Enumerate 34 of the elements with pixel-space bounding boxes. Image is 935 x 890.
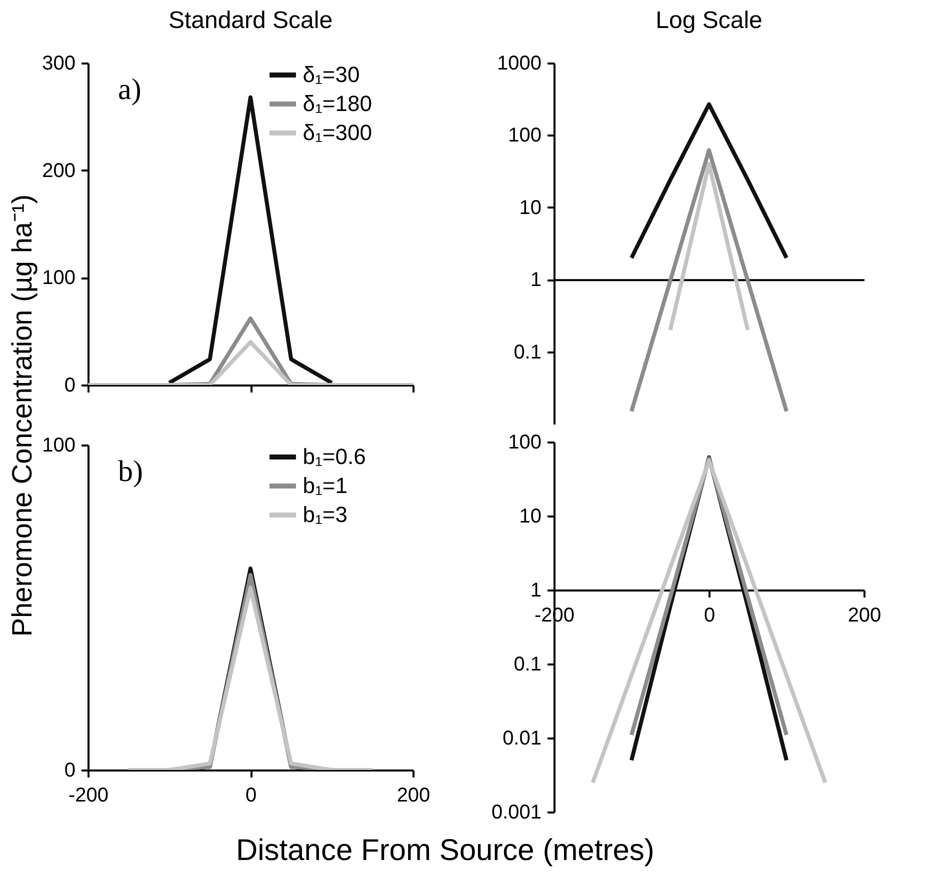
legend-label: b₁=3 <box>302 502 348 527</box>
y-tick-label: 10 <box>519 196 542 219</box>
y-tick-label: 0.01 <box>502 728 542 750</box>
y-tick-label: 300 <box>42 52 76 74</box>
y-tick-label: 1 <box>530 580 542 602</box>
x-tick-label: 0 <box>704 604 716 626</box>
y-tick-label: 1 <box>530 269 542 292</box>
y-tick-label: 0.001 <box>491 802 542 824</box>
y-tick-label: 100 <box>42 267 76 290</box>
y-tick-label: 10 <box>519 506 542 528</box>
y-tick-label: 100 <box>508 432 542 454</box>
y-tick-label: 0.1 <box>514 341 542 364</box>
x-axis-title: Distance From Source (metres) <box>236 834 654 867</box>
y-tick-label: 0 <box>64 760 76 782</box>
legend-label: δ₁=180 <box>302 91 372 116</box>
legend-label: δ₁=30 <box>302 62 360 87</box>
y-tick-label: 100 <box>42 434 76 456</box>
legend-label: b₁=0.6 <box>302 444 366 469</box>
chart-title: Standard Scale <box>168 7 333 34</box>
legend-label: b₁=1 <box>302 473 348 498</box>
chart-title: Log Scale <box>656 7 762 34</box>
x-tick-label: 200 <box>396 784 430 806</box>
annotation: a) <box>118 73 142 106</box>
annotation: b) <box>118 455 143 488</box>
y-tick-label: 1000 <box>497 52 542 74</box>
y-tick-label: 200 <box>42 160 76 182</box>
legend-label: δ₁=300 <box>302 120 372 145</box>
x-tick-label: 200 <box>848 604 882 626</box>
y-tick-label: 0 <box>64 374 76 396</box>
y-tick-label: 0.1 <box>514 654 542 676</box>
y-axis-title: Pheromone Concentration (µg ha⁻¹) <box>6 194 38 637</box>
x-tick-label: 0 <box>245 784 257 806</box>
x-tick-label: -200 <box>68 784 109 806</box>
y-tick-label: 100 <box>508 124 542 147</box>
